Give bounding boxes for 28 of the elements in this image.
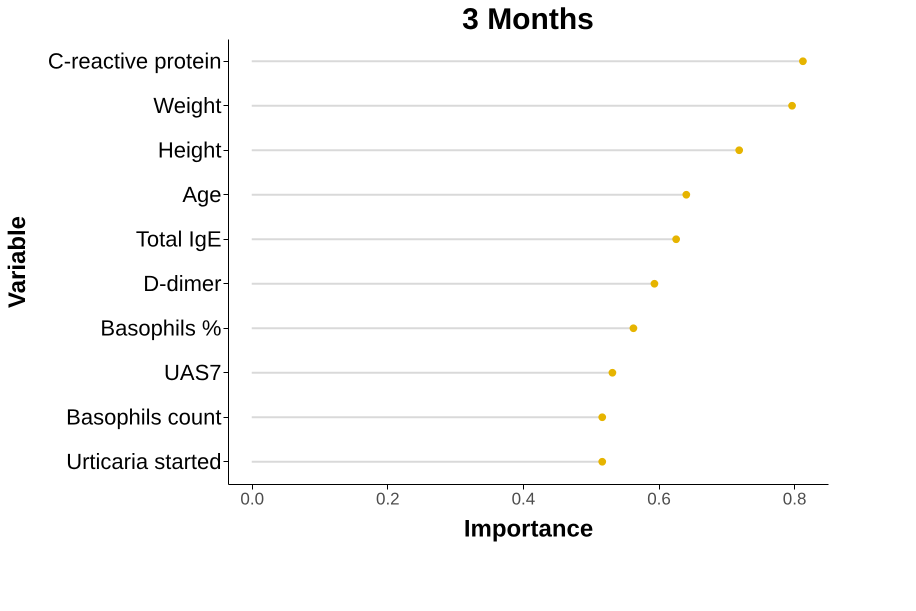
point — [598, 413, 606, 422]
chart-title: 3 Months — [462, 3, 594, 36]
point — [672, 235, 680, 244]
y-tick-label: Urticaria started — [66, 448, 222, 474]
point — [608, 368, 616, 377]
y-tick-label: Age — [182, 182, 222, 207]
y-axis-title: Variable — [4, 216, 31, 308]
y-tick-label: D-dimer — [143, 270, 222, 296]
y-tick-label: Total IgE — [136, 226, 222, 252]
point — [788, 102, 796, 110]
y-tick-label: Basophils count — [66, 404, 222, 430]
y-tick-label: Weight — [153, 92, 222, 118]
y-tick-label: C-reactive protein — [48, 48, 222, 74]
y-tick-label: Height — [158, 137, 222, 162]
y-tick-label: Basophils % — [100, 315, 222, 340]
point — [682, 190, 690, 199]
x-axis-title: Importance — [464, 516, 594, 542]
point — [598, 458, 606, 466]
y-tick-label: UAS7 — [164, 360, 222, 385]
x-tick-label: 0.6 — [647, 490, 671, 508]
x-tick-label: 0.0 — [240, 490, 264, 508]
point — [650, 280, 658, 288]
x-tick-label: 0.4 — [512, 490, 536, 508]
point — [630, 324, 638, 332]
x-tick-label: 0.8 — [782, 490, 806, 508]
point — [735, 146, 744, 154]
x-tick-label: 0.2 — [376, 490, 400, 508]
point — [799, 57, 807, 66]
